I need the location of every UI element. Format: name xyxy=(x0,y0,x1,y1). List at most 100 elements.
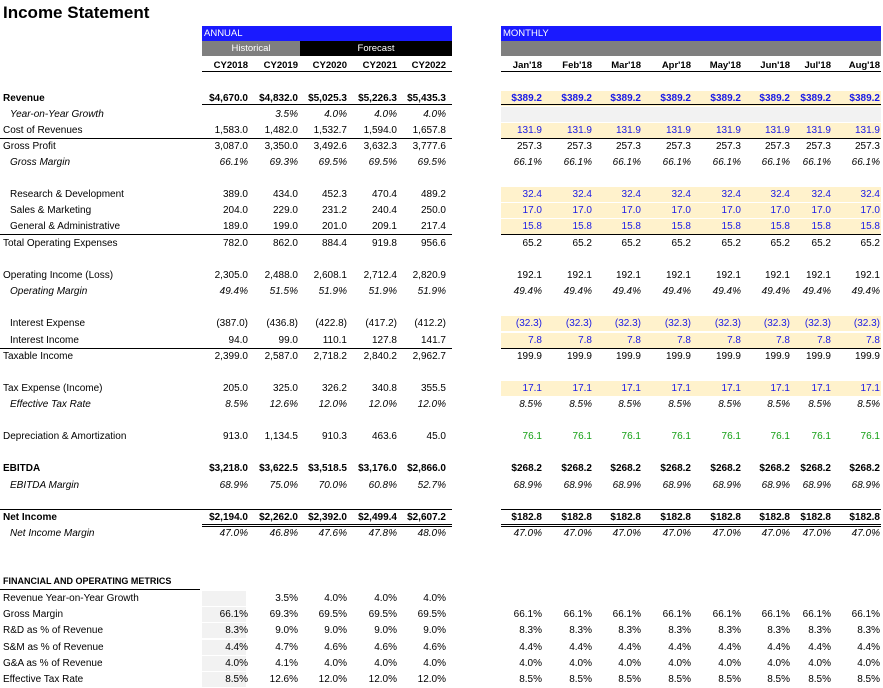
annual-cell: $3,218.0 xyxy=(209,463,248,474)
annual-cell: $2,499.4 xyxy=(358,512,397,523)
annual-cell: 8.3% xyxy=(225,625,248,636)
annual-cell: 4.0% xyxy=(374,658,397,669)
monthly-cell: 8.5% xyxy=(808,674,831,685)
monthly-cell: $268.2 xyxy=(660,463,691,474)
row-label: Gross Margin xyxy=(3,609,64,620)
monthly-cell: 4.0% xyxy=(857,658,880,669)
row-label: EBITDA xyxy=(3,463,41,474)
monthly-cell: 4.0% xyxy=(519,658,542,669)
row-rule-top xyxy=(501,509,881,510)
monthly-cell: 49.4% xyxy=(761,286,790,297)
monthly-cell: 47.0% xyxy=(761,528,790,539)
annual-cell: $2,392.0 xyxy=(308,512,347,523)
monthly-cell: 65.2 xyxy=(671,238,691,249)
monthly-cell: 66.1% xyxy=(662,157,691,168)
monthly-cell: $268.2 xyxy=(610,463,641,474)
monthly-cell: $268.2 xyxy=(800,463,831,474)
monthly-cell: 7.8 xyxy=(727,335,741,346)
row-label: Depreciation & Amortization xyxy=(3,431,127,442)
monthly-cell: 76.1 xyxy=(522,431,542,442)
monthly-cell: (32.3) xyxy=(664,318,691,329)
monthly-cell: 47.0% xyxy=(662,528,691,539)
monthly-cell: $268.2 xyxy=(561,463,592,474)
monthly-cell: 8.3% xyxy=(668,625,691,636)
annual-header-rule xyxy=(202,71,452,72)
monthly-cell: $389.2 xyxy=(511,93,542,104)
annual-cell: 51.9% xyxy=(417,286,446,297)
monthly-cell: 8.5% xyxy=(767,399,790,410)
annual-cell: 470.4 xyxy=(371,189,397,200)
annual-cell: 2,820.9 xyxy=(412,270,446,281)
monthly-cell: 76.1 xyxy=(721,431,741,442)
monthly-cell: 17.1 xyxy=(770,383,790,394)
monthly-cell: 66.1% xyxy=(851,609,880,620)
monthly-cell: $182.8 xyxy=(610,512,641,523)
monthly-cell: 17.0 xyxy=(671,205,691,216)
monthly-cell: 4.0% xyxy=(718,658,741,669)
annual-cell: 1,657.8 xyxy=(412,125,446,136)
annual-row-fill xyxy=(202,591,246,606)
monthly-cell: 192.1 xyxy=(805,270,831,281)
monthly-cell: $182.8 xyxy=(710,512,741,523)
annual-cell: $5,226.3 xyxy=(358,93,397,104)
annual-cell: 127.8 xyxy=(371,335,397,346)
monthly-cell: 4.4% xyxy=(718,642,741,653)
monthly-cell: 32.4 xyxy=(621,189,641,200)
monthly-cell: 47.0% xyxy=(513,528,542,539)
monthly-cell: 8.5% xyxy=(519,399,542,410)
monthly-cell: 47.0% xyxy=(802,528,831,539)
row-label: G&A as % of Revenue xyxy=(3,658,103,669)
monthly-cell: 8.5% xyxy=(718,399,741,410)
monthly-cell: 4.4% xyxy=(857,642,880,653)
annual-cell: 3,777.6 xyxy=(412,141,446,152)
annual-header-bar xyxy=(202,26,452,41)
monthly-cell: 4.4% xyxy=(668,642,691,653)
monthly-cell: 199.9 xyxy=(854,351,880,362)
monthly-cell: 15.8 xyxy=(671,221,691,232)
row-label: Taxable Income xyxy=(3,351,74,362)
monthly-cell: 32.4 xyxy=(721,189,741,200)
annual-cell: 4.6% xyxy=(374,642,397,653)
monthly-col-header: Jun'18 xyxy=(760,60,790,71)
annual-row-fill xyxy=(202,640,246,655)
annual-cell: 69.5% xyxy=(318,157,347,168)
monthly-cell: 32.4 xyxy=(671,189,691,200)
annual-cell: 2,608.1 xyxy=(313,270,347,281)
monthly-cell: 4.0% xyxy=(618,658,641,669)
annual-cell: 4.0% xyxy=(374,109,397,120)
annual-header-label: ANNUAL xyxy=(204,28,243,39)
monthly-cell: 7.8 xyxy=(866,335,880,346)
annual-row-fill xyxy=(202,656,246,671)
annual-cell: 4.6% xyxy=(324,642,347,653)
row-label: Tax Expense (Income) xyxy=(3,383,103,394)
monthly-cell: 8.5% xyxy=(569,674,592,685)
monthly-cell: 76.1 xyxy=(811,431,831,442)
monthly-cell: 65.2 xyxy=(721,238,741,249)
row-label: Gross Profit xyxy=(3,141,56,152)
monthly-row-fill xyxy=(501,333,881,348)
monthly-cell: 257.3 xyxy=(854,141,880,152)
row-label: Year-on-Year Growth xyxy=(10,109,104,120)
monthly-cell: 68.9% xyxy=(761,480,790,491)
monthly-row-fill xyxy=(501,219,881,234)
annual-cell: 325.0 xyxy=(272,383,298,394)
monthly-cell: 32.4 xyxy=(860,189,880,200)
monthly-cell: 8.3% xyxy=(718,625,741,636)
monthly-cell: (32.3) xyxy=(804,318,831,329)
annual-cell: 355.5 xyxy=(420,383,446,394)
monthly-cell: $389.2 xyxy=(561,93,592,104)
annual-cell: 2,718.2 xyxy=(313,351,347,362)
section-rule xyxy=(0,589,200,590)
monthly-cell: $182.8 xyxy=(511,512,542,523)
row-rule-bottom xyxy=(202,524,452,525)
monthly-cell: 66.1% xyxy=(851,157,880,168)
annual-cell: 9.0% xyxy=(423,625,446,636)
annual-cell: $3,176.0 xyxy=(358,463,397,474)
monthly-cell: 68.9% xyxy=(612,480,641,491)
monthly-cell: 49.4% xyxy=(712,286,741,297)
monthly-cell: 131.9 xyxy=(516,125,542,136)
annual-row-fill xyxy=(202,672,246,687)
annual-cell: 2,587.0 xyxy=(264,351,298,362)
revenue-rule xyxy=(202,104,452,105)
annual-cell: 69.5% xyxy=(417,609,446,620)
